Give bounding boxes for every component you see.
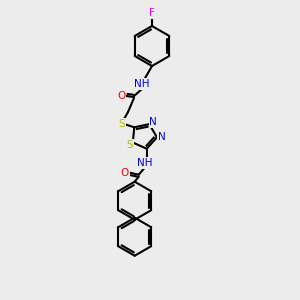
Text: F: F <box>149 8 155 18</box>
Text: S: S <box>126 140 133 149</box>
Text: N: N <box>158 132 166 142</box>
Text: O: O <box>117 91 125 101</box>
Text: O: O <box>121 168 129 178</box>
Text: S: S <box>119 119 125 129</box>
Text: S: S <box>119 119 125 129</box>
Text: NH: NH <box>134 79 150 89</box>
Text: NH: NH <box>137 158 152 168</box>
Text: N: N <box>149 117 157 127</box>
